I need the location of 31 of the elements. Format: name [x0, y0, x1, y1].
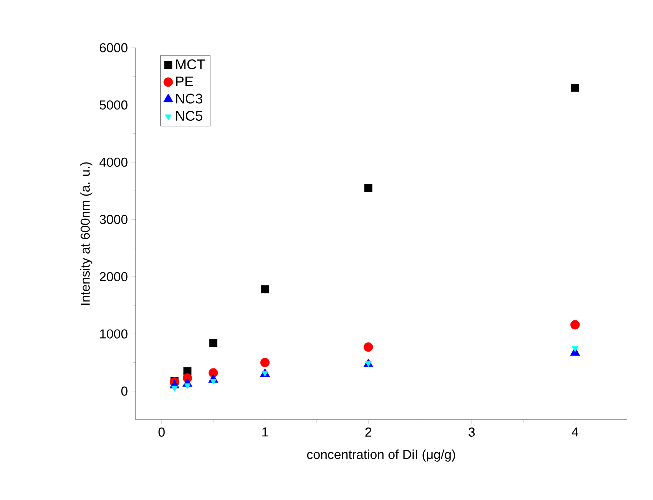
x-axis-title: concentration of DiI (μg/g)	[307, 450, 456, 462]
x-tick-label: 2	[366, 428, 372, 437]
point	[262, 371, 269, 377]
legend-label: PE	[176, 76, 194, 86]
x-tick-label: 4	[572, 428, 579, 437]
point	[365, 361, 372, 368]
y-tick-label: 3000	[100, 215, 128, 224]
point	[571, 84, 580, 92]
y-tick-label: 5000	[100, 100, 128, 110]
legend-label: NC5	[176, 111, 203, 122]
point	[210, 379, 217, 385]
point	[364, 184, 373, 192]
x-tick-label: 0	[158, 428, 165, 437]
y-tick-label: 1000	[100, 330, 128, 339]
y-tick-label: 0	[122, 386, 128, 396]
point	[572, 346, 579, 352]
y-tick-label: 6000	[100, 43, 128, 53]
y-tick-label: 4000	[100, 158, 128, 168]
point	[570, 320, 580, 330]
legend-label: MCT	[176, 60, 206, 70]
point	[364, 342, 374, 352]
point	[261, 286, 270, 294]
point	[184, 384, 192, 390]
point	[260, 358, 270, 368]
point	[210, 339, 218, 348]
legend-label: NC3	[176, 94, 203, 104]
x-tick-label: 1	[262, 428, 268, 437]
y-axis-title: Intensity at 600nm (a. u.)	[80, 162, 93, 306]
point	[171, 386, 178, 392]
x-tick-label: 3	[468, 428, 475, 437]
y-tick-label: 2000	[100, 272, 128, 282]
